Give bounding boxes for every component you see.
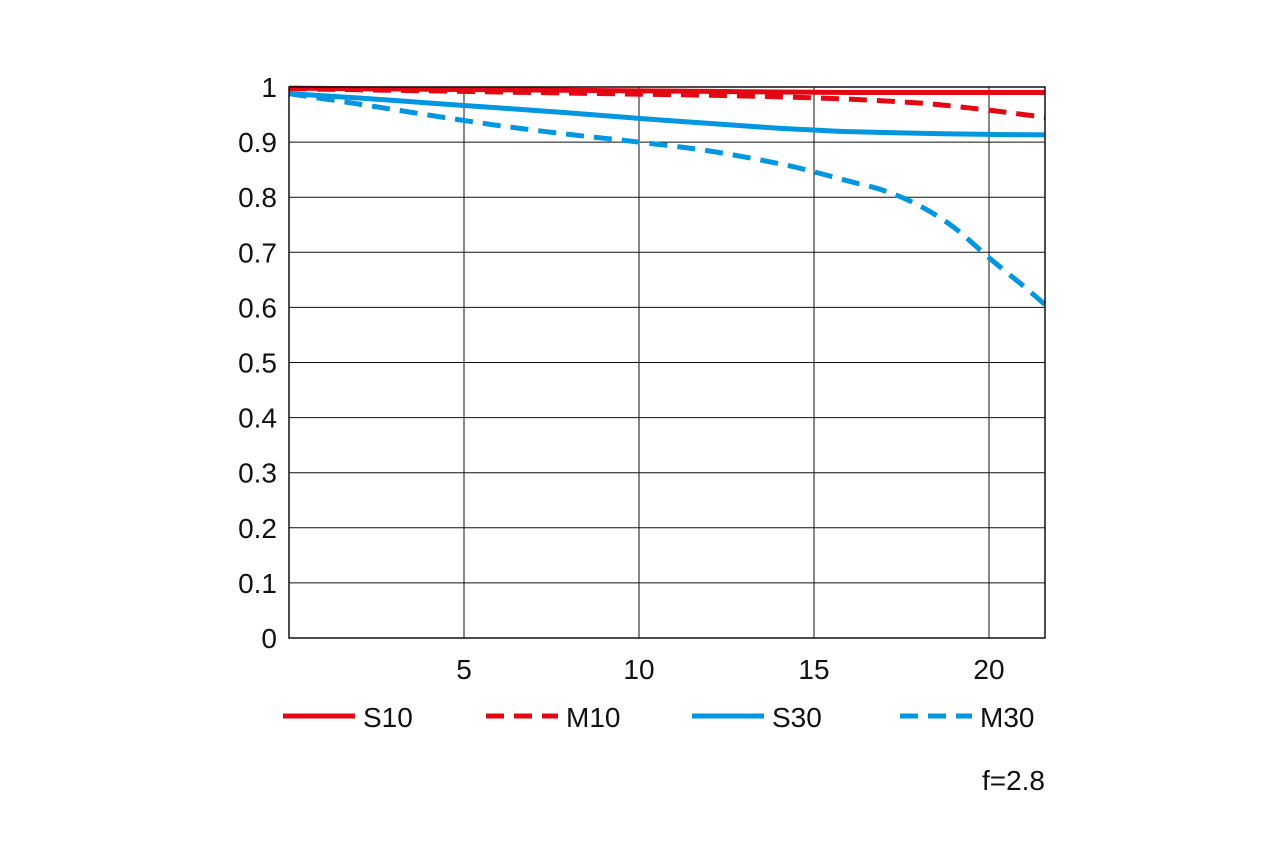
legend-label-s10: S10 <box>363 702 413 733</box>
legend-label-m30: M30 <box>980 702 1034 733</box>
x-tick-label: 15 <box>798 654 829 685</box>
x-tick-label: 10 <box>623 654 654 685</box>
y-tick-label: 0.8 <box>238 182 277 213</box>
y-tick-label: 0.3 <box>238 458 277 489</box>
legend-label-m10: M10 <box>566 702 620 733</box>
series-line-m30 <box>288 91 1047 307</box>
y-tick-label: 0 <box>261 623 277 654</box>
plot-frame <box>288 86 1046 639</box>
aperture-annotation: f=2.8 <box>982 765 1045 796</box>
y-tick-label: 0.2 <box>238 513 277 544</box>
legend-label-s30: S30 <box>772 702 822 733</box>
x-tick-label: 20 <box>973 654 1004 685</box>
series-lines <box>288 85 1047 307</box>
series-line-m10 <box>288 86 1046 120</box>
y-tick-label: 0.5 <box>238 348 277 379</box>
x-axis-tick-labels: 5 10 15 20 <box>456 654 1004 685</box>
y-axis-tick-labels: 0 0.1 0.2 0.3 0.4 0.5 0.6 0.7 0.8 0.9 1 <box>238 72 277 654</box>
legend: S10 M10 S30 M30 <box>283 702 1034 733</box>
series-line-s10 <box>288 85 1045 96</box>
y-tick-label: 0.1 <box>238 568 277 599</box>
y-tick-label: 1 <box>261 72 277 103</box>
x-tick-label: 5 <box>456 654 472 685</box>
grid <box>289 86 1045 639</box>
y-tick-label: 0.4 <box>238 403 277 434</box>
y-tick-label: 0.9 <box>238 127 277 158</box>
series-line-s30 <box>288 91 1046 138</box>
y-tick-label: 0.7 <box>238 237 277 268</box>
y-tick-label: 0.6 <box>238 292 277 323</box>
